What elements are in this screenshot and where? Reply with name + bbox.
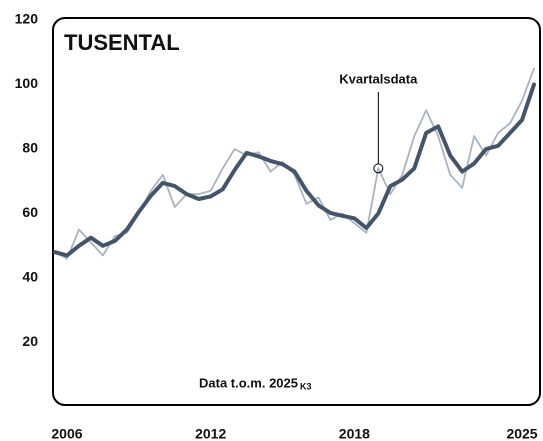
y-tick-label: 40 <box>22 269 38 285</box>
note-subscript: K3 <box>300 381 312 391</box>
annotation-marker <box>373 163 384 174</box>
x-tick-label: 2012 <box>195 426 226 441</box>
chart-title: TUSENTAL <box>64 30 180 55</box>
plot-frame <box>52 17 541 406</box>
series-line <box>53 82 536 258</box>
annotation-text: Kvartalsdata <box>339 71 418 86</box>
y-tick-label: 60 <box>22 204 38 220</box>
y-tick-label: 100 <box>15 75 39 91</box>
y-tick-label: 120 <box>15 11 39 27</box>
note: Data t.o.m. 2025 <box>199 375 298 390</box>
y-tick-label: 80 <box>22 140 38 156</box>
y-tick-label: 20 <box>22 333 38 349</box>
x-tick-label: 2006 <box>51 426 82 441</box>
x-tick-label: 2025 <box>506 426 537 441</box>
x-tick-label: 2018 <box>339 426 370 441</box>
